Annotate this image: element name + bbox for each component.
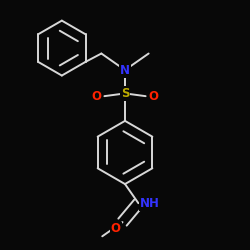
Text: NH: NH xyxy=(140,197,160,210)
Text: N: N xyxy=(120,64,130,76)
Text: S: S xyxy=(121,87,129,100)
Text: O: O xyxy=(91,90,101,103)
Text: O: O xyxy=(149,90,159,103)
Text: O: O xyxy=(111,222,121,235)
